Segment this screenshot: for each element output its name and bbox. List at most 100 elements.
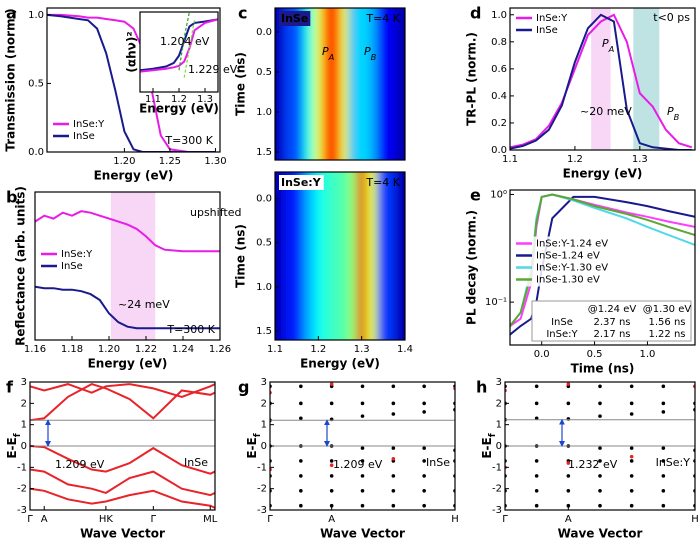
data-point xyxy=(598,446,602,450)
y-tick-label: -2 xyxy=(17,484,27,495)
x-axis-label: Energy (eV) xyxy=(94,169,174,183)
x-tick-label: 1.24 xyxy=(172,344,194,355)
x-tick-label: 1.3 xyxy=(632,154,648,165)
data-point xyxy=(360,489,365,493)
panel-label: e xyxy=(470,186,481,205)
x-tick-label: Γ xyxy=(502,514,508,525)
panel-label: c xyxy=(238,4,247,23)
y-tick-label: 1.0 xyxy=(256,107,272,118)
data-point xyxy=(661,474,666,478)
y-tick-label: 0.0 xyxy=(28,147,44,158)
annotation-box xyxy=(279,11,311,26)
data-point xyxy=(299,384,303,389)
data-line xyxy=(47,13,216,152)
annotation: PB xyxy=(364,45,377,62)
legend-label: InSe:Y xyxy=(73,119,105,130)
y-axis-label: Time (ns) xyxy=(234,224,248,288)
annotation: T=300 K xyxy=(166,323,215,336)
data-point xyxy=(598,459,602,463)
heatmap-cell xyxy=(357,172,367,340)
x-tick-label: H xyxy=(691,514,699,525)
data-point xyxy=(598,401,602,406)
data-point xyxy=(360,401,365,406)
data-point xyxy=(299,503,303,508)
y-axis-label: Transmission (norm.) xyxy=(4,8,18,151)
annotation-main: P xyxy=(322,45,329,58)
legend-label: InSe-1.30 eV xyxy=(536,275,600,286)
heatmap xyxy=(275,172,405,340)
heatmap-cell xyxy=(322,8,332,160)
data-point xyxy=(598,414,602,418)
annotation: ~20 meV xyxy=(580,105,632,118)
x-tick-label: 1.3 xyxy=(354,344,370,355)
data-point xyxy=(629,459,634,463)
y-tick-label: 1.0 xyxy=(28,10,44,21)
panel-label: h xyxy=(476,378,487,397)
y-axis-label-sub: f xyxy=(13,433,23,437)
data-point xyxy=(629,401,634,406)
annotation: upshifted xyxy=(190,206,241,219)
panel-label: f xyxy=(6,378,14,397)
y-axis-label: TR-PL (norm.) xyxy=(465,32,479,126)
x-tick-label: HK xyxy=(99,514,114,525)
y-axis-label-main: E-E xyxy=(5,437,19,458)
heatmap-cell xyxy=(394,8,405,160)
y-tick-label: 0.8 xyxy=(491,37,507,48)
annotation: InSe:Y xyxy=(656,456,691,469)
data-point xyxy=(598,384,602,389)
data-point xyxy=(661,446,666,450)
x-tick-label: Γ xyxy=(267,514,273,525)
y-tick-label: 0.5 xyxy=(28,78,44,89)
data-point xyxy=(566,461,571,465)
legend-label: InSe-1.24 eV xyxy=(536,251,600,262)
y-tick-label: 0 xyxy=(261,441,267,452)
legend-label: InSe xyxy=(73,131,95,142)
annotation-main: P xyxy=(667,105,674,118)
data-point xyxy=(391,503,396,508)
annotation: 1.204 eV xyxy=(160,35,210,48)
data-point xyxy=(299,401,303,406)
data-point xyxy=(534,384,539,389)
data-point xyxy=(534,416,539,421)
legend-label: InSe:Y xyxy=(536,13,568,24)
data-point xyxy=(629,474,634,478)
data-point xyxy=(329,382,334,386)
data-point xyxy=(629,412,634,416)
table-cell: 2.17 ns xyxy=(594,329,631,340)
x-tick-label: 1.26 xyxy=(209,344,231,355)
y-tick-label: -3 xyxy=(492,505,502,516)
data-point xyxy=(391,384,396,389)
data-line xyxy=(510,13,693,149)
plot-frame xyxy=(34,191,221,341)
data-line xyxy=(30,383,215,398)
y-axis-label-main: E-E xyxy=(480,437,494,458)
data-point xyxy=(299,474,303,478)
legend-label: InSe:Y-1.24 eV xyxy=(536,239,608,250)
data-point xyxy=(661,401,666,406)
y-tick-label: 1 xyxy=(21,420,27,431)
x-tick-label: 1.4 xyxy=(397,344,413,355)
y-axis-label: E-Ef xyxy=(5,433,23,458)
data-point xyxy=(566,382,571,386)
x-tick-label: A xyxy=(41,514,48,525)
legend-box xyxy=(514,236,616,287)
y-tick-label: 2 xyxy=(21,398,27,409)
data-point xyxy=(329,503,334,508)
plot-frame xyxy=(509,189,696,346)
plot-frame xyxy=(509,7,696,151)
x-tick-label: 1.25 xyxy=(159,156,181,167)
annotation-sub: A xyxy=(608,44,615,54)
x-tick-label: ML xyxy=(203,514,218,525)
legend-label: InSe xyxy=(536,25,558,36)
data-point xyxy=(629,384,634,389)
x-tick-label: 1.18 xyxy=(61,344,83,355)
x-tick-label: Γ xyxy=(27,514,33,525)
x-axis-label: Energy (eV) xyxy=(88,357,168,371)
data-point xyxy=(661,459,666,463)
y-tick-label: 1.5 xyxy=(256,326,272,337)
plot-area xyxy=(270,382,455,508)
data-point xyxy=(391,446,396,450)
annotation: InSe xyxy=(184,456,208,469)
data-point xyxy=(534,503,539,508)
data-point xyxy=(566,489,571,493)
